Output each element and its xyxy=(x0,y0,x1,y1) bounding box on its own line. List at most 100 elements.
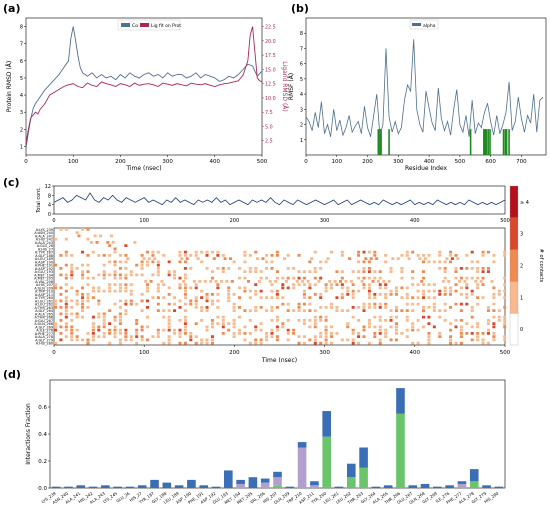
panel-c-contact-cell xyxy=(275,319,279,322)
panel-c-contact-cell xyxy=(81,286,85,290)
panel-d-bar-water_bridges xyxy=(236,479,245,484)
panel-c-contact-cell xyxy=(212,257,216,261)
panel-c-contact-cell xyxy=(292,286,296,290)
panel-c-contact-cell xyxy=(216,283,220,287)
panel-c-contact-cell xyxy=(459,335,463,339)
panel-c-contact-cell xyxy=(140,325,144,329)
panel-c-contact-cell xyxy=(200,250,204,254)
panel-c-contact-cell xyxy=(254,328,258,332)
panel-c-colorbar-segment xyxy=(509,217,519,250)
panel-c-contact-cell xyxy=(225,280,229,283)
panel-c-contact-cell xyxy=(503,335,507,339)
panel-c-contact-cell xyxy=(405,309,409,313)
panel-c-contact-cell xyxy=(232,322,236,326)
panel-c-contact-cell xyxy=(459,293,463,296)
panel-c-contact-cell xyxy=(400,267,404,270)
panel-c-contact-cell xyxy=(194,283,198,287)
panel-c-contact-cell xyxy=(243,289,247,293)
panel-c-contact-cell xyxy=(173,273,177,277)
panel-b-ytick-label: 3 xyxy=(300,107,303,113)
panel-c-contact-cell xyxy=(486,250,490,254)
panel-c-contact-cell xyxy=(75,267,79,270)
panel-c-contact-cell xyxy=(340,293,344,296)
panel-c-contact-cell xyxy=(313,325,317,329)
panel-c-contact-cell xyxy=(189,254,193,257)
panel-c-contact-cell xyxy=(254,306,258,309)
panel-c-contact-cell xyxy=(156,286,160,290)
panel-c-contact-cell xyxy=(335,270,339,274)
panel-c-contact-cell xyxy=(248,309,252,313)
panel-c-contact-cell xyxy=(156,273,160,277)
panel-c-contact-cell xyxy=(384,260,388,264)
panel-c-contact-cell xyxy=(59,338,63,342)
panel-c-contact-cell xyxy=(254,309,258,313)
panel-c-contact-cell xyxy=(265,267,269,270)
panel-c-contact-cell xyxy=(194,306,198,309)
panel-c-contact-cell xyxy=(476,270,480,274)
panel-a-xlabel: Time (nsec) xyxy=(125,165,161,172)
panel-c-contact-cell xyxy=(492,254,496,257)
panel-c-contact-cell xyxy=(265,338,269,342)
panel-c-residue-label: A:ALA_265 xyxy=(35,312,53,316)
panel-c-contact-cell xyxy=(183,328,187,332)
panel-c-contact-cell xyxy=(438,315,442,319)
panel-d-bar-water_bridges xyxy=(494,486,504,488)
panel-a-frame xyxy=(25,17,263,156)
panel-d-bar-water_bridges xyxy=(211,486,221,488)
panel-c-contact-cell xyxy=(411,250,415,254)
panel-a-xtick-label: 0 xyxy=(24,159,28,165)
panel-c-contact-cell xyxy=(427,332,431,335)
panel-d-bar-hydrophobic xyxy=(457,483,467,488)
panel-c-contact-cell xyxy=(423,257,427,261)
panel-c-contact-cell xyxy=(113,276,117,280)
panel-c-top-xtick-label: 100 xyxy=(139,218,149,224)
panel-c-contact-cell xyxy=(135,319,139,322)
panel-c-contact-cell xyxy=(319,319,323,322)
panel-c-contact-cell xyxy=(265,332,269,335)
panel-c-contact-cell xyxy=(254,325,258,329)
panel-label-a: (a) xyxy=(3,2,21,15)
panel-c-contact-cell xyxy=(248,296,252,300)
panel-c-contact-cell xyxy=(200,338,204,342)
panel-a-ytick-label: 2 xyxy=(20,127,23,133)
panel-c-contact-cell xyxy=(178,250,182,254)
panel-d-category-label: HIS_280 xyxy=(483,490,500,504)
panel-c-contact-cell xyxy=(378,315,382,319)
panel-c-contact-cell xyxy=(286,309,290,313)
panel-c-contact-cell xyxy=(70,328,74,332)
panel-c-contact-cell xyxy=(281,276,285,280)
panel-c-contact-cell xyxy=(238,276,242,280)
panel-c-contact-cell xyxy=(162,283,166,287)
panel-c-contact-cell xyxy=(259,341,263,345)
panel-c-contact-cell xyxy=(64,254,68,257)
panel-c-contact-cell xyxy=(183,315,187,319)
panel-c-contact-cell xyxy=(200,260,204,264)
panel-c-contact-cell xyxy=(394,289,398,293)
panel-c-contact-cell xyxy=(70,267,74,270)
panel-c-contact-cell xyxy=(59,293,63,296)
panel-c-contact-cell xyxy=(275,325,279,329)
panel-c-contact-cell xyxy=(221,322,225,326)
panel-c-contact-cell xyxy=(420,280,424,283)
panel-d-bar-water_bridges xyxy=(125,486,135,488)
panel-d-bar-hydrophobic xyxy=(273,477,282,486)
panel-c-contact-cell xyxy=(243,325,247,329)
panel-c-contact-cell xyxy=(308,319,312,322)
panel-c-contact-cell xyxy=(357,332,361,335)
panel-c-contact-cell xyxy=(156,302,160,306)
panel-c-contact-cell xyxy=(167,286,171,290)
panel-c-residue-label: A:GLY_269 xyxy=(35,325,53,329)
panel-c-contact-cell xyxy=(284,280,288,283)
panel-c-contact-cell xyxy=(422,293,426,296)
panel-c-contact-cell xyxy=(481,267,485,270)
panel-c-contact-cell xyxy=(324,260,328,264)
panel-c-residue-label: A:LEU_189 xyxy=(35,257,53,261)
panel-c-contact-cell xyxy=(394,325,398,329)
panel-c-xtick-label: 100 xyxy=(139,350,150,356)
panel-c-contact-cell xyxy=(357,270,361,274)
panel-c-contact-cell xyxy=(64,328,68,332)
panel-c-contact-cell xyxy=(427,289,431,293)
panel-c-contact-cell xyxy=(384,296,388,300)
panel-c-contact-cell xyxy=(281,283,285,287)
